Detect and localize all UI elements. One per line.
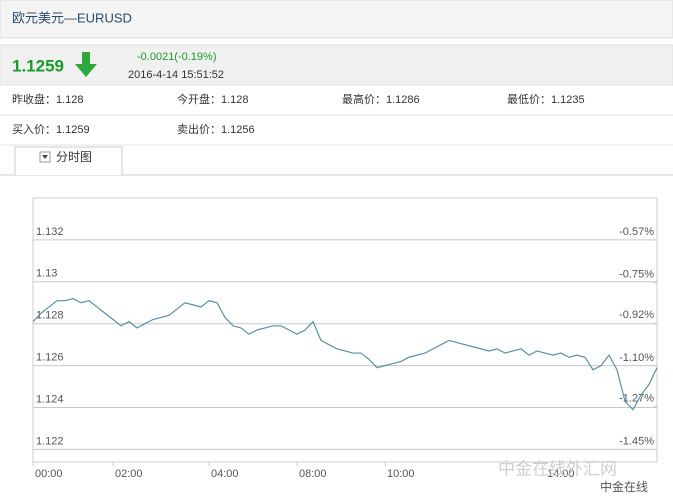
title-bar bbox=[0, 0, 673, 39]
stat: 卖出价：1.1256 bbox=[177, 122, 255, 136]
x-tick-label: 00:00 bbox=[35, 468, 63, 480]
y2-tick-label: -1.10% bbox=[619, 352, 654, 364]
stat-label: 卖出价： bbox=[177, 122, 221, 136]
y-tick-label: 1.126 bbox=[36, 352, 64, 364]
stat-value: 1.128 bbox=[221, 94, 249, 106]
stat-label: 最低价： bbox=[507, 93, 551, 106]
stat: 昨收盘：1.128 bbox=[12, 92, 84, 106]
stat-value: 1.1256 bbox=[221, 124, 255, 136]
stat-label: 最高价： bbox=[342, 92, 386, 106]
y-tick-label: 1.124 bbox=[36, 393, 64, 405]
stat-value: 1.1259 bbox=[56, 124, 90, 136]
stat: 买入价：1.1259 bbox=[12, 123, 90, 136]
change: -0.0021(-0.19%) bbox=[137, 51, 217, 63]
stat-value: 1.1286 bbox=[386, 94, 420, 106]
price-line bbox=[32, 297, 658, 411]
stat: 今开盘：1.128 bbox=[177, 92, 249, 106]
y2-tick-label: -0.92% bbox=[619, 309, 654, 321]
x-tick-label: 04:00 bbox=[211, 468, 239, 480]
stat-label: 昨收盘： bbox=[12, 92, 56, 106]
x-tick-label: 02:00 bbox=[115, 468, 143, 480]
y2-tick-label: -1.27% bbox=[619, 392, 654, 404]
stat: 最低价：1.1235 bbox=[507, 93, 585, 106]
stat-label: 今开盘： bbox=[177, 92, 221, 106]
stat-value: 1.128 bbox=[56, 94, 84, 106]
x-tick-label: 14:00 bbox=[547, 468, 575, 480]
price: 1.1259 bbox=[12, 56, 64, 75]
stat-label: 买入价： bbox=[12, 123, 56, 136]
watermark: 中金在线外汇网 bbox=[498, 459, 617, 478]
tab-label[interactable]: 分时图 bbox=[56, 150, 92, 164]
stat: 最高价：1.1286 bbox=[342, 92, 420, 106]
time: 2016-4-14 15:51:52 bbox=[128, 69, 224, 81]
x-tick-label: 08:00 bbox=[299, 468, 327, 480]
title: 欧元美元—EURUSD bbox=[12, 10, 132, 25]
quote-bar bbox=[0, 44, 673, 86]
y2-tick-label: -0.57% bbox=[619, 226, 654, 238]
y-tick-label: 1.132 bbox=[36, 226, 64, 238]
plot-frame bbox=[32, 197, 658, 463]
y-tick-label: 1.122 bbox=[36, 435, 64, 447]
x-tick-label: 10:00 bbox=[387, 468, 415, 480]
down-arrow bbox=[75, 52, 97, 77]
y-tick-label: 1.128 bbox=[36, 310, 64, 322]
y2-tick-label: -1.45% bbox=[619, 435, 654, 447]
watermark: 中金在线 bbox=[600, 479, 648, 494]
stat-value: 1.1235 bbox=[551, 94, 585, 106]
y-tick-label: 1.13 bbox=[36, 268, 57, 280]
y2-tick-label: -0.75% bbox=[619, 269, 654, 281]
tab-dropdown-icon bbox=[42, 155, 48, 159]
